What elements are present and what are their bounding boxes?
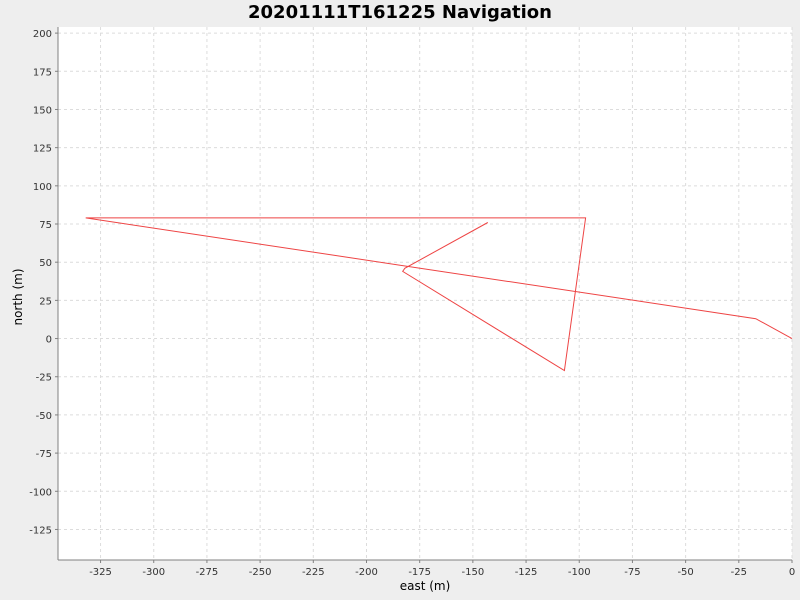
y-tick-label: -100 xyxy=(29,487,52,498)
y-tick-label: 25 xyxy=(39,296,52,307)
x-tick-label: -50 xyxy=(677,567,693,578)
plot-area xyxy=(58,27,792,560)
x-tick-label: -225 xyxy=(302,567,325,578)
y-tick-label: 200 xyxy=(33,29,52,40)
x-tick-label: 0 xyxy=(789,567,795,578)
y-tick-label: -50 xyxy=(36,411,52,422)
y-tick-label: 175 xyxy=(33,67,52,78)
y-tick-label: 50 xyxy=(39,258,52,269)
series-group xyxy=(85,217,793,372)
y-tick-label: 0 xyxy=(46,335,52,346)
y-tick-label: 150 xyxy=(33,105,52,116)
y-axis-label: north (m) xyxy=(11,268,25,325)
x-tick-label: -175 xyxy=(408,567,431,578)
x-tick-label: -200 xyxy=(355,567,378,578)
x-tick-label: -300 xyxy=(142,567,165,578)
x-tick-label: -100 xyxy=(568,567,591,578)
x-tick-label: -125 xyxy=(515,567,538,578)
y-axis-ticks: -125 -100 -75 -50 -25 0 25 50 75 100 125 150 175 200 xyxy=(29,29,58,536)
y-tick-label: 75 xyxy=(39,220,52,231)
x-tick-label: -250 xyxy=(249,567,272,578)
x-tick-label: -25 xyxy=(731,567,747,578)
y-tick-label: 100 xyxy=(33,182,52,193)
chart-title: 20201111T161225 Navigation xyxy=(248,2,552,23)
y-tick-label: 125 xyxy=(33,144,52,155)
x-axis-label: east (m) xyxy=(400,579,451,593)
x-axis-ticks: -325 -300 -275 -250 -225 -200 -175 -150 -125 -100… xyxy=(89,560,795,578)
y-tick-label: -25 xyxy=(36,373,52,384)
x-tick-label: -275 xyxy=(196,567,219,578)
x-tick-label: -325 xyxy=(89,567,112,578)
x-tick-label: -75 xyxy=(624,567,640,578)
y-tick-label: -125 xyxy=(29,525,52,536)
grid xyxy=(58,27,793,560)
y-tick-label: -75 xyxy=(36,449,52,460)
track-line xyxy=(85,217,793,372)
x-tick-label: -150 xyxy=(462,567,485,578)
